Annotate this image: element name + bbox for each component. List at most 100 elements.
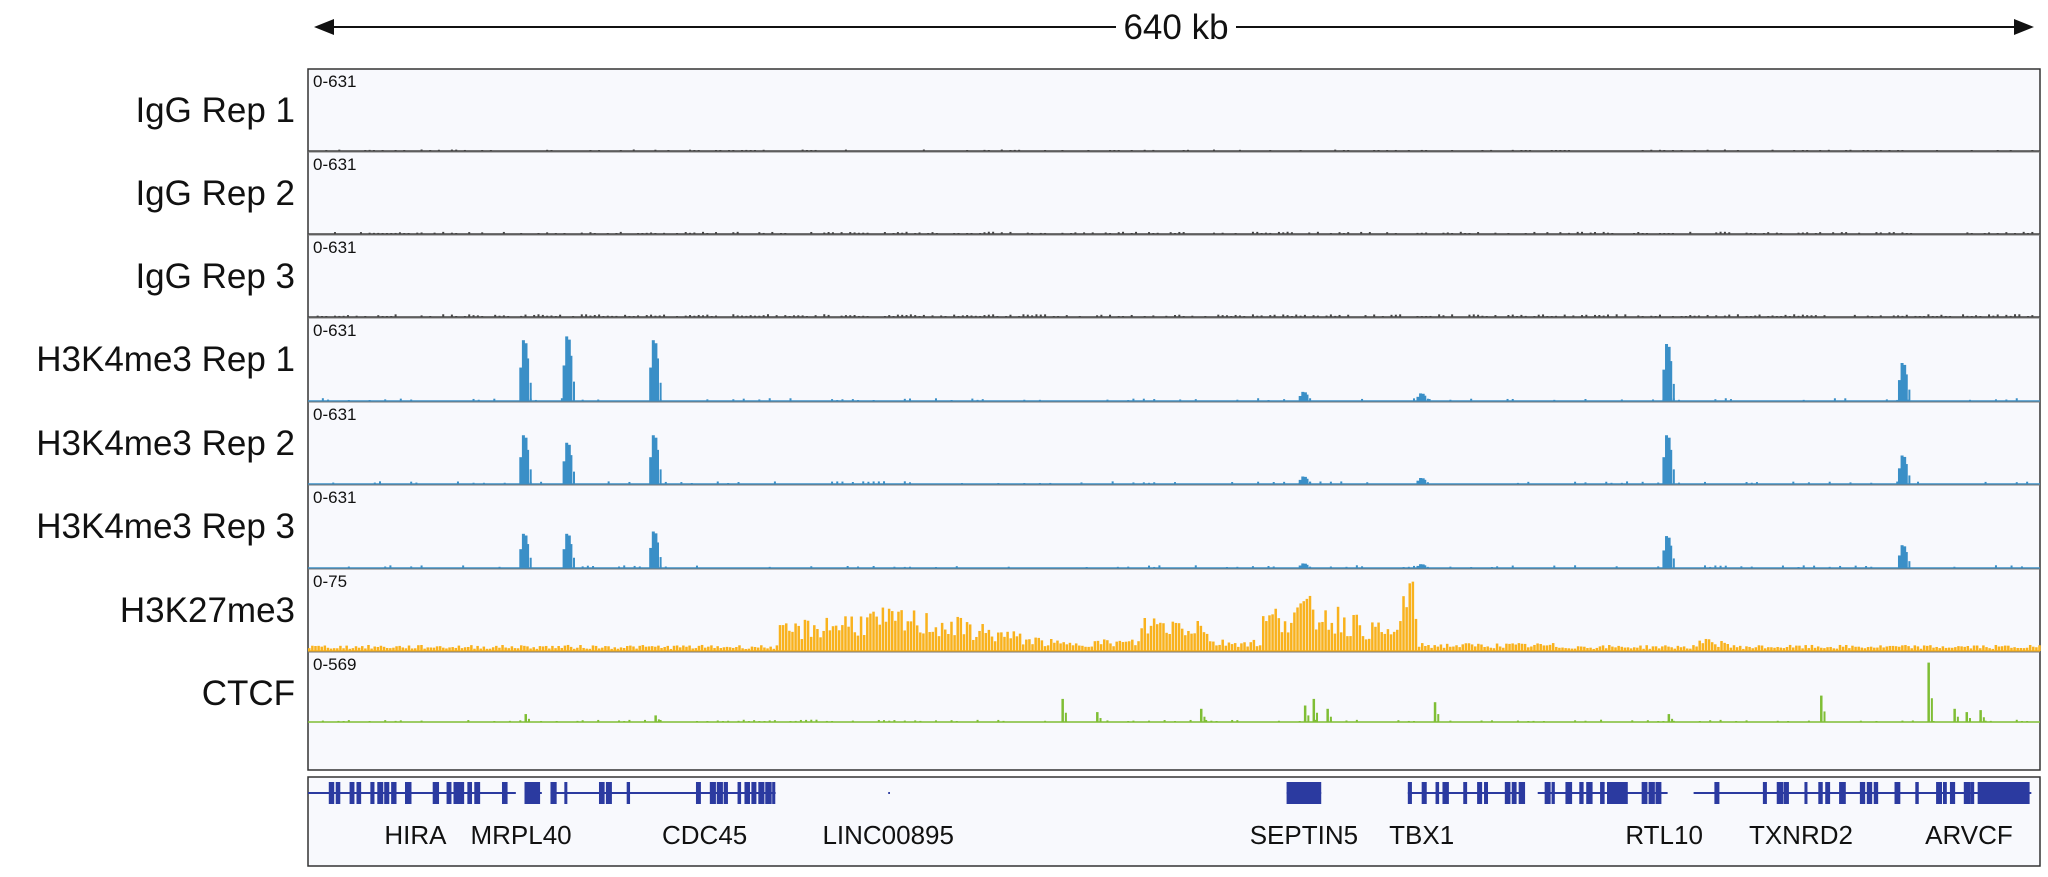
signal-bar xyxy=(710,316,713,317)
signal-bar xyxy=(1844,644,1848,651)
signal-bar xyxy=(1905,464,1908,484)
gene-exon xyxy=(737,782,742,804)
signal-bar xyxy=(915,625,919,651)
signal-bar xyxy=(1130,233,1133,234)
signal-bar xyxy=(1537,314,1540,317)
signal-bar xyxy=(1985,647,1988,651)
signal-bar xyxy=(598,314,601,317)
signal-bar xyxy=(1039,232,1042,234)
signal-bar xyxy=(1826,647,1829,651)
signal-bar xyxy=(624,314,627,317)
signal-bar xyxy=(1742,648,1745,651)
signal-bar xyxy=(1903,364,1907,401)
gene-exon xyxy=(1600,782,1605,804)
signal-bar xyxy=(1658,149,1661,151)
signal-bar xyxy=(1034,637,1037,651)
signal-bar xyxy=(1854,646,1857,651)
signal-bar xyxy=(1661,646,1664,651)
signal-bar xyxy=(1205,633,1209,651)
signal-bar xyxy=(1735,721,1738,722)
signal-bar xyxy=(851,482,854,484)
signal-bar xyxy=(1994,565,1997,568)
signal-bar xyxy=(602,316,605,317)
signal-bar xyxy=(940,622,944,651)
signal-bar xyxy=(2031,231,2034,234)
signal-bar xyxy=(694,648,698,651)
signal-bar xyxy=(519,549,523,568)
signal-bar xyxy=(1361,566,1364,568)
signal-bar xyxy=(2035,647,2038,651)
signal-bar xyxy=(722,647,726,651)
signal-bar xyxy=(1657,482,1660,484)
signal-bar xyxy=(347,720,350,722)
signal-bar xyxy=(836,481,839,484)
signal-bar xyxy=(607,646,610,651)
signal-bar xyxy=(332,482,335,484)
signal-bar xyxy=(660,647,663,651)
signal-bar xyxy=(524,714,527,722)
signal-bar xyxy=(1290,316,1293,317)
signal-bar xyxy=(1221,232,1224,234)
signal-bar xyxy=(1975,315,1978,317)
track-h3k27me3 xyxy=(308,568,2041,652)
signal-bar xyxy=(420,565,423,568)
signal-bar xyxy=(493,398,496,401)
signal-bar xyxy=(381,233,384,234)
signal-bar xyxy=(1018,316,1021,317)
signal-bar xyxy=(702,315,705,317)
signal-bar xyxy=(1057,316,1060,317)
signal-bar xyxy=(1303,563,1307,568)
gene-exon xyxy=(695,782,701,804)
signal-bar xyxy=(1996,150,1999,151)
signal-bar xyxy=(1806,315,1809,317)
signal-bar xyxy=(2020,566,2023,568)
signal-bar xyxy=(943,629,947,651)
signal-bar xyxy=(1787,721,1790,722)
signal-bar xyxy=(1477,314,1480,317)
signal-bar xyxy=(1735,647,1739,651)
signal-bar xyxy=(2031,315,2034,317)
signal-bar xyxy=(1610,482,1613,484)
signal-bar xyxy=(385,316,388,317)
signal-bar xyxy=(1979,648,1982,651)
signal-bar xyxy=(695,565,698,568)
signal-bar xyxy=(987,150,990,151)
signal-bar xyxy=(524,437,528,484)
signal-bar xyxy=(1342,233,1345,234)
signal-bar xyxy=(1839,565,1842,568)
signal-bar xyxy=(1710,642,1714,651)
signal-bar xyxy=(437,149,440,151)
signal-bar xyxy=(1905,233,1908,234)
signal-bar xyxy=(872,481,875,484)
signal-bar xyxy=(1970,233,1973,234)
signal-bar xyxy=(1146,633,1150,651)
signal-bar xyxy=(1329,716,1332,722)
signal-bar xyxy=(1093,641,1097,651)
signal-bar xyxy=(1553,399,1556,401)
signal-bar xyxy=(1424,479,1427,484)
signal-bar xyxy=(1091,232,1094,234)
signal-bar xyxy=(1511,643,1514,651)
signal-bar xyxy=(814,149,817,151)
signal-bar xyxy=(329,648,333,651)
signal-bar xyxy=(927,233,930,234)
signal-bar xyxy=(1343,617,1346,651)
signal-bar xyxy=(1685,648,1689,651)
signal-bar xyxy=(1970,150,1973,151)
signal-bar xyxy=(2026,721,2029,722)
signal-bar xyxy=(937,636,941,651)
signal-bar xyxy=(394,150,397,151)
track-label-h3k4me3_1: H3K4me3 Rep 1 xyxy=(36,340,295,379)
signal-bar xyxy=(769,646,772,651)
signal-bar xyxy=(1520,643,1524,651)
signal-bar xyxy=(1451,233,1454,234)
signal-bar xyxy=(619,647,623,651)
signal-bar xyxy=(715,315,718,317)
signal-bar xyxy=(407,645,411,651)
gene-exon xyxy=(751,782,757,804)
signal-bar xyxy=(1419,564,1423,568)
signal-bar xyxy=(529,557,532,568)
signal-bar xyxy=(1143,618,1147,651)
signal-bar xyxy=(992,314,995,317)
signal-bar xyxy=(1996,233,1999,234)
